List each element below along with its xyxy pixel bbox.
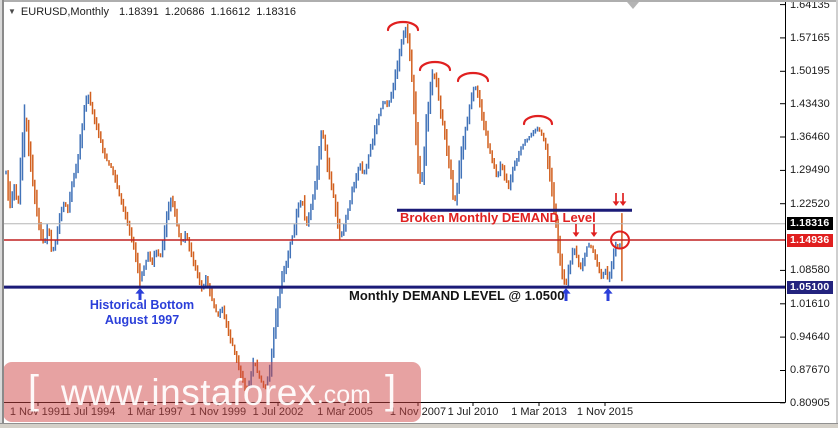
- x-axis-tick-label: 1 Mar 2013: [511, 406, 567, 418]
- up-arrow-icon: [603, 288, 613, 294]
- up-arrow-icon: [561, 288, 571, 294]
- top-arc-annotation: [418, 60, 452, 72]
- symbol-name: EURUSD,Monthly: [20, 6, 109, 18]
- quote-open: 1.18391: [118, 6, 159, 18]
- y-axis-tick-label: 1.36460: [790, 131, 830, 143]
- window-border-left-inner: [2, 0, 4, 423]
- y-axis-tick-label: 1.29490: [790, 164, 830, 177]
- window-border-left: [0, 0, 2, 428]
- price-tag: 1.18316: [787, 217, 833, 231]
- x-axis-tick-label: 1 Jul 2010: [447, 406, 499, 418]
- quote-low: 1.16612: [210, 6, 251, 18]
- window-bottom-strip: [0, 423, 838, 428]
- watermark-bracket-right: ]: [385, 368, 397, 412]
- y-axis-tick-label: 0.87670: [790, 364, 830, 377]
- y-axis-tick-label: 0.80905: [790, 396, 830, 409]
- chart-shift-marker-icon[interactable]: [627, 2, 639, 9]
- quote-high: 1.20686: [164, 6, 205, 18]
- watermark-bracket-left: [: [27, 368, 39, 412]
- price-tag: 1.05100: [787, 280, 833, 294]
- down-arrow-icon: [612, 201, 620, 206]
- x-axis-tick-label: 1 Nov 2015: [576, 406, 634, 418]
- down-arrow-icon: [590, 232, 598, 237]
- symbol-ohlc-label: ▼ EURUSD,Monthly 1.18391 1.20686 1.16612…: [8, 6, 296, 18]
- watermark-suffix: .com: [316, 380, 371, 409]
- watermark-text: www.instaforex: [61, 371, 317, 413]
- down-arrow-icon: [619, 201, 627, 206]
- y-axis-tick-label: 0.94640: [790, 331, 830, 344]
- y-axis-tick-label: 1.50195: [790, 65, 830, 78]
- y-axis-tick-label: 1.43430: [790, 97, 830, 110]
- top-arc-annotation: [456, 71, 490, 83]
- watermark-banner: [ www.instaforex .com ]: [3, 362, 421, 422]
- y-axis-tick-label: 1.64135: [790, 0, 830, 11]
- top-arc-annotation: [522, 114, 554, 126]
- up-arrow-icon: [135, 288, 145, 294]
- annotation-broken-demand-label[interactable]: Broken Monthly DEMAND Level: [400, 210, 596, 225]
- window-border-right: [836, 0, 838, 428]
- y-axis-tick-label: 1.01610: [790, 297, 830, 310]
- price-tag: 1.14936: [787, 233, 833, 247]
- y-axis-tick-label: 1.57165: [790, 31, 830, 44]
- y-axis-tick-label: 1.22520: [790, 197, 830, 210]
- breakout-circle-annotation: [610, 230, 630, 250]
- y-axis-tick-label: 1.08580: [790, 264, 830, 277]
- down-arrow-icon: [572, 232, 580, 237]
- symbol-dropdown-icon[interactable]: ▼: [8, 7, 16, 16]
- annotation-historical-bottom-line1[interactable]: Historical Bottom: [89, 298, 195, 312]
- annotation-historical-bottom-line2[interactable]: August 1997: [104, 313, 180, 327]
- annotation-demand-level-label[interactable]: Monthly DEMAND LEVEL @ 1.0500: [349, 288, 565, 303]
- window-border-top: [0, 0, 838, 2]
- quote-close: 1.18316: [256, 6, 297, 18]
- top-arc-annotation: [386, 20, 420, 32]
